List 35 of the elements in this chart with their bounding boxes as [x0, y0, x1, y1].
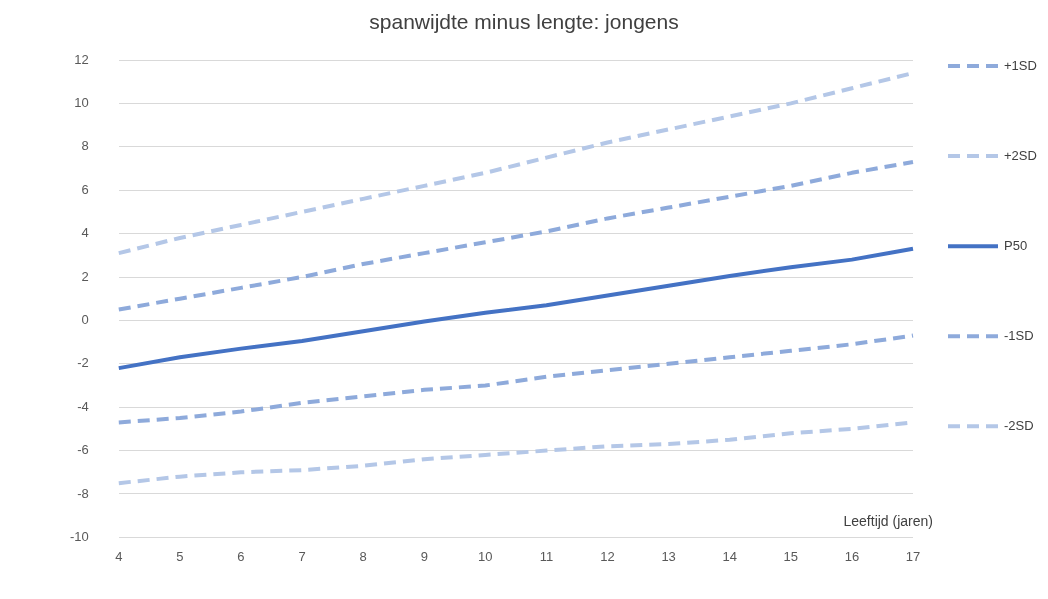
y-tick-label: 12 [74, 51, 89, 67]
legend-label: P50 [1004, 237, 1028, 253]
y-tick-label: 0 [81, 311, 89, 327]
legend-label: -1SD [1004, 327, 1034, 343]
line-series [116, 159, 915, 312]
y-tick-label: 6 [81, 181, 89, 197]
line-series [116, 333, 915, 425]
y-tick-label: -4 [77, 398, 89, 414]
x-tick-label: 7 [298, 548, 306, 564]
y-tick-label: -8 [77, 485, 89, 501]
x-tick-label: 5 [176, 548, 184, 564]
x-tick-label: 15 [783, 548, 799, 564]
y-tick-label: -6 [77, 442, 89, 458]
y-tick-label: 10 [74, 94, 89, 110]
x-tick-label: 9 [420, 548, 428, 564]
y-tick-label: 8 [81, 138, 89, 154]
y-tick-label: -2 [77, 355, 89, 371]
x-tick-label: 8 [359, 548, 367, 564]
legend-label: +1SD [1004, 57, 1037, 73]
x-axis-title: Leeftijd (jaren) [843, 513, 933, 530]
x-tick-label: 16 [844, 548, 860, 564]
y-tick-label: 4 [81, 225, 89, 241]
x-tick-label: 12 [600, 548, 615, 564]
legend-label: -2SD [1004, 417, 1034, 433]
x-tick-label: 13 [661, 548, 676, 564]
x-tick-label: 10 [478, 548, 493, 564]
legend-label: +2SD [1004, 147, 1037, 163]
x-tick-label: 14 [722, 548, 737, 564]
x-tick-label: 4 [115, 548, 123, 564]
y-tick-label: 2 [81, 268, 89, 284]
chart-title: spanwijdte minus lengte: jongens [368, 10, 680, 34]
x-tick-label: 6 [237, 548, 245, 564]
x-tick-label: 17 [905, 548, 921, 564]
x-tick-label: 11 [539, 548, 554, 564]
y-tick-label: -10 [69, 528, 89, 544]
